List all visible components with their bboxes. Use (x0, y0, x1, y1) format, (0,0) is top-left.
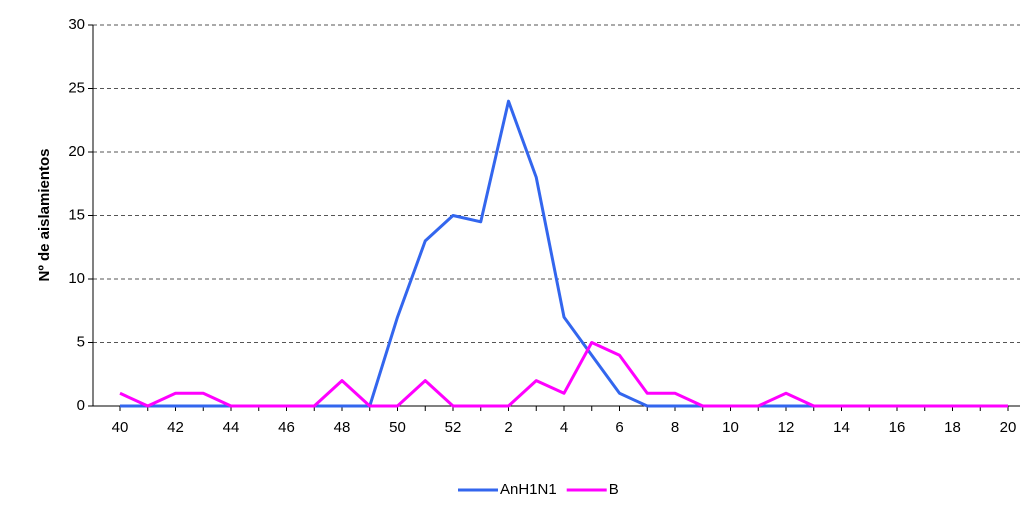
x-tick-label: 4 (560, 419, 568, 436)
y-tick-label: 5 (77, 333, 85, 350)
y-tick-label: 0 (77, 397, 85, 414)
x-tick-label: 42 (167, 419, 184, 436)
x-tick-label: 20 (1000, 419, 1017, 436)
x-tick-label: 14 (833, 419, 850, 436)
y-tick-label: 15 (68, 206, 85, 223)
x-tick-label: 12 (778, 419, 795, 436)
y-tick-label: 25 (68, 79, 85, 96)
y-axis-label: Nº de aislamientos (36, 148, 53, 281)
x-tick-label: 6 (615, 419, 623, 436)
x-tick-label: 46 (278, 419, 295, 436)
legend-label: B (609, 481, 619, 498)
series-line (119, 341, 1008, 408)
x-tick-label: 52 (445, 419, 462, 436)
x-tick-label: 44 (223, 419, 240, 436)
x-tick-label: 40 (112, 419, 129, 436)
x-tick-label: 50 (389, 419, 406, 436)
y-tick-label: 30 (68, 16, 85, 33)
x-tick-label: 48 (334, 419, 351, 436)
x-tick-label: 8 (671, 419, 679, 436)
legend-label: AnH1N1 (500, 481, 557, 498)
x-tick-label: 10 (722, 419, 739, 436)
x-tick-label: 18 (944, 419, 961, 436)
y-tick-label: 20 (68, 143, 85, 160)
y-tick-label: 10 (68, 270, 85, 287)
x-tick-label: 2 (504, 419, 512, 436)
series-line (120, 99, 1008, 408)
x-tick-label: 16 (889, 419, 906, 436)
